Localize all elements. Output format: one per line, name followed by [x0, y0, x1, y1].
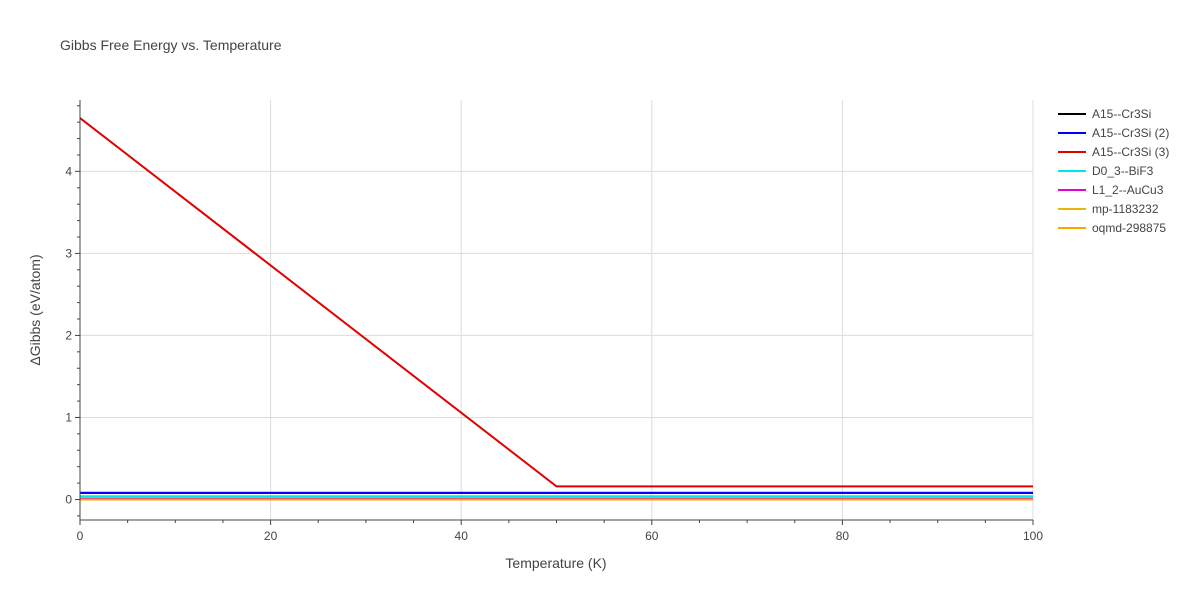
legend-label: A15--Cr3Si (2) [1092, 126, 1169, 140]
y-tick-label: 0 [65, 492, 72, 506]
x-tick-label: 80 [836, 529, 850, 543]
legend[interactable]: A15--Cr3Si A15--Cr3Si (2) A15--Cr3Si (3) D0… [1058, 107, 1169, 235]
legend-label: D0_3--BiF3 [1092, 164, 1154, 178]
series-line-2 [79, 117, 1033, 488]
legend-label: L1_2--AuCu3 [1092, 183, 1164, 197]
legend-label: mp-1183232 [1092, 202, 1159, 216]
axes: 0 20 40 60 80 100 0 1 2 3 4 [65, 100, 1043, 543]
x-tick-label: 100 [1023, 529, 1043, 543]
legend-label: oqmd-298875 [1092, 221, 1166, 235]
y-tick-label: 3 [65, 246, 72, 260]
x-tick-label: 60 [645, 529, 659, 543]
legend-label: A15--Cr3Si [1092, 107, 1151, 121]
chart-title: Gibbs Free Energy vs. Temperature [60, 37, 282, 53]
x-tick-label: 40 [455, 529, 469, 543]
y-axis-title: ΔGibbs (eV/atom) [27, 254, 43, 365]
legend-label: A15--Cr3Si (3) [1092, 145, 1169, 159]
x-tick-label: 20 [264, 529, 278, 543]
y-tick-label: 1 [65, 410, 72, 424]
y-tick-label: 2 [65, 328, 72, 342]
x-tick-label: 0 [77, 529, 84, 543]
y-tick-label: 4 [65, 164, 72, 178]
grid [80, 100, 1034, 520]
series-lines [79, 117, 1033, 501]
x-axis-title: Temperature (K) [505, 555, 606, 571]
